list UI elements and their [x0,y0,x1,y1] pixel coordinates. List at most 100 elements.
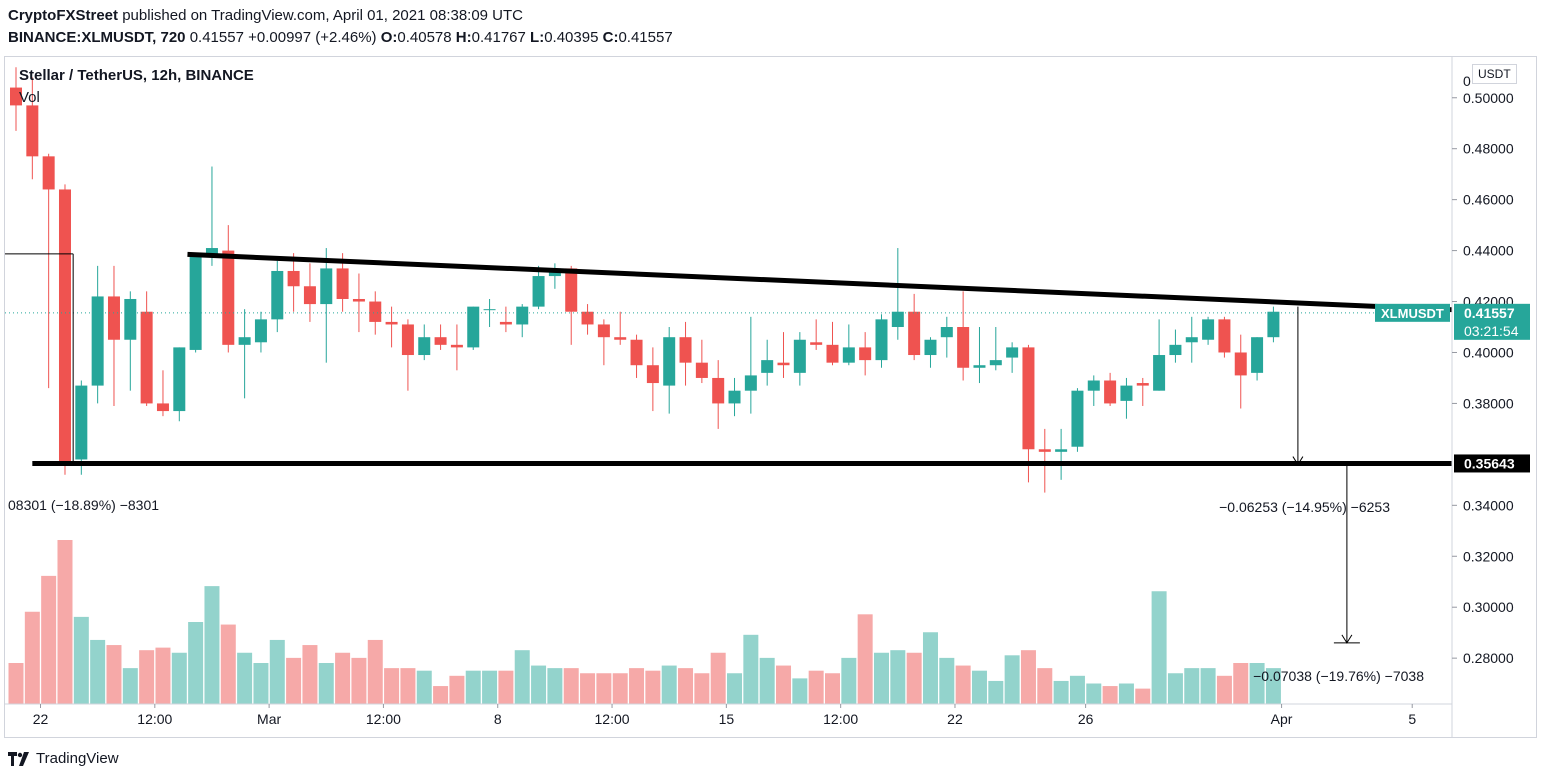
candle-body [1038,449,1051,452]
candle-body [173,347,186,412]
descending-resistance [187,251,1453,313]
publisher-name: CryptoFXStreet [8,7,119,24]
volume-bar [220,624,236,704]
candle-body [663,337,676,386]
last-price-label: XLMUSDT [1381,306,1444,321]
candle-body [271,270,284,320]
tradingview-branding[interactable]: TradingView [8,750,119,767]
candle-body [1022,347,1035,450]
volume-bar [547,668,563,704]
candle-body [287,270,300,287]
price-tick-label: 0.46000 [1463,192,1514,208]
volume-bar [384,668,400,704]
candle-body [75,385,88,460]
volume-bar [335,652,351,704]
time-tick-label: 12:00 [595,711,630,727]
currency-unit-button[interactable]: USDT [1472,64,1517,84]
candle-body [91,296,104,386]
volume-bar [743,634,759,704]
candle-body [908,311,921,356]
close-value: 0.41557 [618,29,673,46]
volume-bar [1249,663,1265,704]
volume-bar [563,668,579,704]
volume-bar [204,586,220,704]
legend-volume: Vol [19,89,40,106]
candle-layer [10,67,1280,493]
volume-bar [1102,686,1118,704]
volume-bar [955,665,971,704]
volume-bar [73,616,89,704]
candle-body [26,105,39,157]
candle-body [875,319,888,361]
candle-body [761,360,774,373]
tradingview-logo-text: TradingView [36,750,119,767]
candle-body [352,298,365,302]
volume-bar [890,650,906,704]
volume-bar [1200,668,1216,704]
candle-body [254,319,267,343]
price-axis[interactable]: 0.500000.480000.460000.440000.420000.400… [1375,57,1530,737]
candle-body [777,362,790,366]
close-label: C: [602,29,619,46]
candle-body [630,339,643,366]
candle-body [1071,390,1084,447]
volume-bar [1037,668,1053,704]
volume-bar [531,665,547,704]
publish-line: CryptoFXStreet published on TradingView.… [8,7,523,24]
candle-body [1087,380,1100,391]
candle-body [597,324,610,338]
volume-bar [171,652,187,704]
candle-body [1234,352,1247,376]
volume-bar [1004,655,1020,704]
price-tick-label-clipped: 0 [1463,73,1471,89]
price-tick-label: 0.38000 [1463,395,1514,411]
candle-body [336,268,349,299]
candle-body [401,324,414,356]
high-value: 0.41767 [471,29,526,46]
volume-bar [106,645,122,704]
candle-body [989,360,1002,366]
price-tick-label: 0.32000 [1463,548,1514,564]
time-tick-label: 12:00 [366,711,401,727]
candle-body [679,337,692,363]
measure-right-label: −0.06253 (−14.95%) −6253 [1219,499,1390,515]
low-label: L: [530,29,545,46]
candle-body [695,362,708,378]
volume-bar [1118,683,1134,704]
chart-frame [4,56,1537,738]
volume-bar [792,678,808,704]
volume-bar [41,575,57,704]
candle-body [467,306,480,348]
candle-body [140,311,153,404]
high-label: H: [455,29,472,46]
volume-layer [8,540,1281,704]
candle-body [385,321,398,325]
time-tick-label: 8 [494,711,502,727]
volume-bar [155,647,171,704]
candle-body [107,296,120,340]
candle-body [124,298,137,340]
candle-body [1153,355,1166,391]
candle-body [189,255,202,350]
last-value: 0.41557 [189,29,244,46]
time-axis[interactable]: 22 12:00 Mar 12:00 8 12:00 15 12:00 22 26 Apr 5 [5,703,1452,727]
price-tick-label: 0.50000 [1463,90,1514,106]
volume-bar [253,663,269,704]
volume-bar [971,670,987,704]
candle-body [516,306,529,325]
volume-bar [580,673,596,704]
candle-body [957,327,970,368]
volume-bar [269,639,285,704]
candle-body [483,309,496,311]
candle-body [924,339,937,356]
candle-body [205,248,218,256]
candle-body [1169,344,1182,356]
symbol-ohlc-line: BINANCE:XLMUSDT, 720 0.41557 +0.00997 (+… [8,29,673,46]
volume-bar [645,670,661,704]
measure-target-label: −0.07038 (−19.76%) −7038 [1253,668,1424,684]
volume-bar [710,652,726,704]
volume-bar [612,673,628,704]
support-level-box [1454,454,1530,473]
tradingview-logo-icon [8,751,30,766]
